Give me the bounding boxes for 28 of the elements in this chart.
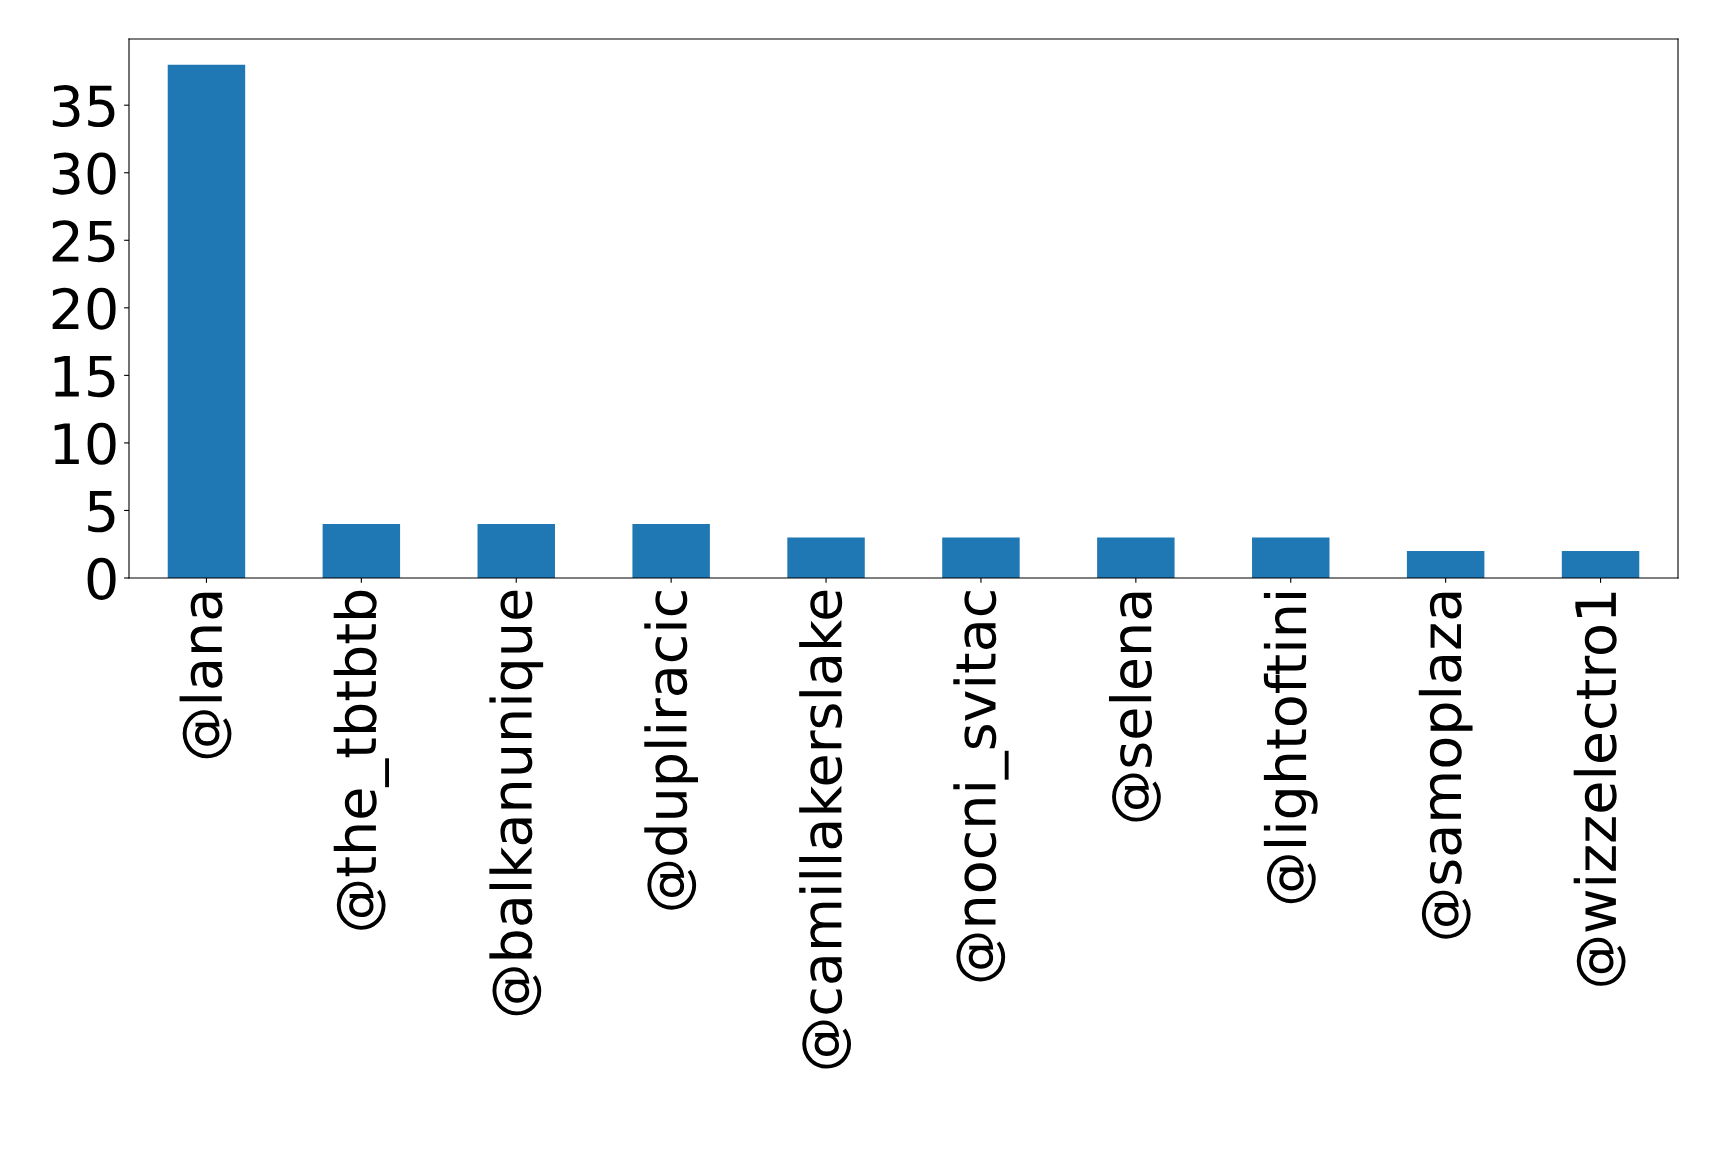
y-tick-label: 20 [52, 287, 116, 330]
bar [1097, 537, 1175, 578]
y-tick-label: 35 [52, 85, 115, 128]
x-tick-label: @camillakerslake [799, 590, 852, 1069]
bar [1252, 537, 1330, 578]
bar [632, 523, 710, 578]
bar [1561, 550, 1640, 578]
y-tick-label: 5 [88, 491, 115, 533]
x-tick-label: @selena [1108, 592, 1161, 822]
x-tick-label: @lana [179, 592, 232, 759]
bar [322, 523, 401, 578]
x-tick-label: @samoplaza [1418, 592, 1473, 939]
y-tick-label: 30 [52, 152, 116, 195]
bar [167, 64, 246, 578]
y-tick-label: 10 [54, 422, 116, 465]
y-tick-label: 0 [87, 557, 116, 600]
x-tick-label: @nocni_svitac [953, 591, 1009, 982]
bar [787, 537, 865, 578]
bar [477, 523, 555, 578]
x-tick-label: @lightoftini [1263, 592, 1318, 904]
x-tick-label: @wizzelectro1 [1573, 592, 1626, 986]
x-tick-label: @the_tbtbtb [333, 590, 390, 930]
x-tick-label: @balkanunique [489, 590, 544, 1016]
x-tick-label: @dupliracic [644, 591, 699, 910]
bar [942, 537, 1020, 578]
y-tick-label: 25 [52, 220, 115, 263]
y-tick-label: 15 [54, 355, 115, 398]
bar [1406, 550, 1485, 578]
